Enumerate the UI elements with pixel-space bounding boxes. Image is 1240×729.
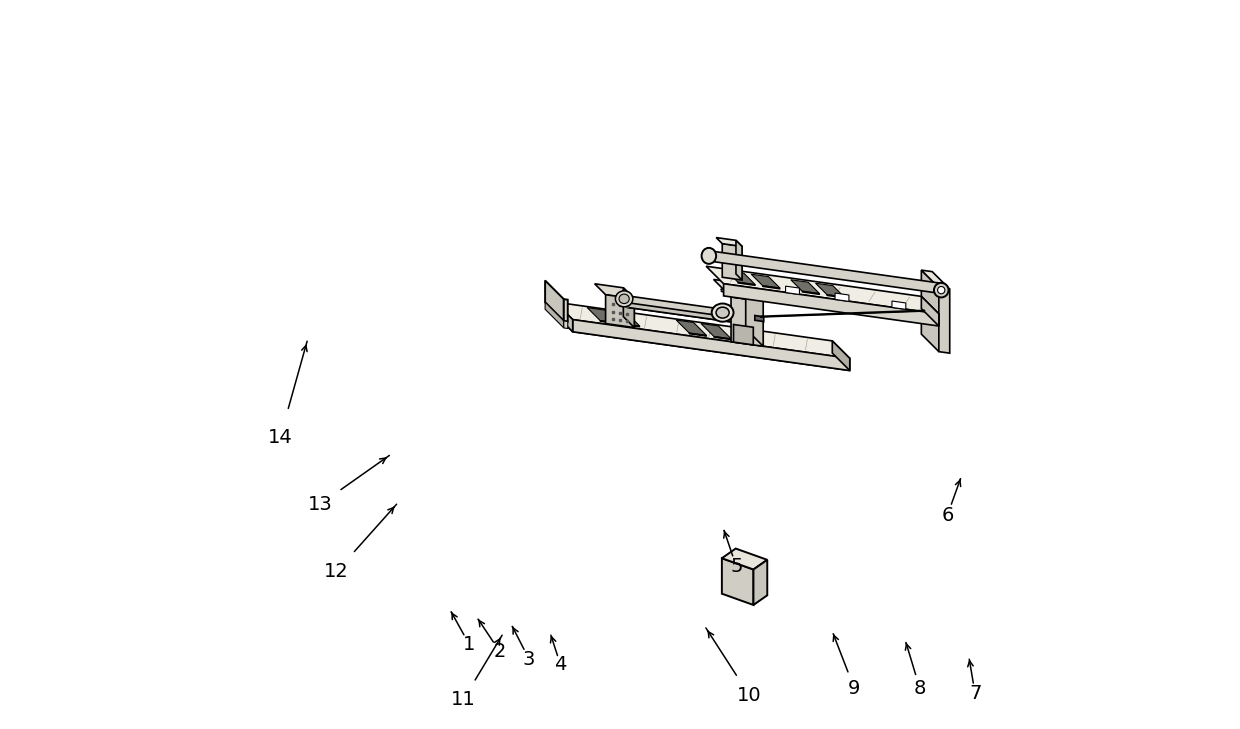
Polygon shape <box>722 558 754 605</box>
Text: 3: 3 <box>523 650 536 668</box>
Polygon shape <box>754 560 768 605</box>
Polygon shape <box>734 324 753 345</box>
Polygon shape <box>835 293 849 301</box>
Polygon shape <box>755 316 764 321</box>
Text: 5: 5 <box>730 557 743 577</box>
Polygon shape <box>556 302 573 332</box>
Polygon shape <box>605 295 635 327</box>
Polygon shape <box>713 279 763 301</box>
Polygon shape <box>722 548 768 569</box>
Polygon shape <box>727 270 755 284</box>
Polygon shape <box>546 281 564 321</box>
Text: 14: 14 <box>268 428 293 447</box>
Text: 2: 2 <box>494 642 506 661</box>
Polygon shape <box>622 302 737 323</box>
Ellipse shape <box>712 303 734 321</box>
Text: 4: 4 <box>554 655 567 674</box>
Text: 1: 1 <box>464 635 476 654</box>
Polygon shape <box>701 324 732 339</box>
Circle shape <box>937 286 945 294</box>
Polygon shape <box>724 284 939 326</box>
Polygon shape <box>921 270 939 351</box>
Polygon shape <box>763 286 780 289</box>
Polygon shape <box>921 270 950 289</box>
Polygon shape <box>921 297 939 326</box>
Polygon shape <box>714 337 732 340</box>
Polygon shape <box>573 319 849 370</box>
Text: 6: 6 <box>941 506 954 525</box>
Text: 13: 13 <box>308 495 332 514</box>
Polygon shape <box>595 284 635 299</box>
Polygon shape <box>627 296 737 323</box>
Polygon shape <box>556 314 849 370</box>
Polygon shape <box>717 238 742 246</box>
Text: 7: 7 <box>968 684 981 703</box>
Polygon shape <box>588 308 618 323</box>
Polygon shape <box>745 284 763 346</box>
Ellipse shape <box>702 248 717 264</box>
Polygon shape <box>676 320 707 335</box>
Polygon shape <box>564 299 568 321</box>
Polygon shape <box>546 303 564 328</box>
Polygon shape <box>892 301 905 309</box>
Text: 11: 11 <box>451 690 476 709</box>
Polygon shape <box>556 302 849 359</box>
Polygon shape <box>827 295 844 298</box>
Polygon shape <box>689 333 707 336</box>
Polygon shape <box>609 311 640 326</box>
Text: 9: 9 <box>848 679 861 698</box>
Polygon shape <box>751 274 780 288</box>
Polygon shape <box>564 321 568 329</box>
Polygon shape <box>722 243 742 280</box>
Ellipse shape <box>619 294 629 303</box>
Text: 8: 8 <box>914 679 926 698</box>
Text: 10: 10 <box>738 686 761 705</box>
Polygon shape <box>709 251 944 294</box>
Polygon shape <box>816 284 844 297</box>
Polygon shape <box>786 286 800 295</box>
Polygon shape <box>722 289 942 322</box>
Polygon shape <box>939 288 950 353</box>
Polygon shape <box>732 297 763 346</box>
Ellipse shape <box>615 291 632 307</box>
Text: 12: 12 <box>324 562 348 581</box>
Polygon shape <box>802 291 820 295</box>
Circle shape <box>934 283 949 297</box>
Ellipse shape <box>715 307 729 318</box>
Polygon shape <box>706 266 939 314</box>
Polygon shape <box>737 241 742 280</box>
Polygon shape <box>832 341 849 370</box>
Polygon shape <box>791 280 820 294</box>
Polygon shape <box>624 288 635 327</box>
Polygon shape <box>622 324 640 327</box>
Polygon shape <box>738 282 755 286</box>
Polygon shape <box>600 321 618 324</box>
